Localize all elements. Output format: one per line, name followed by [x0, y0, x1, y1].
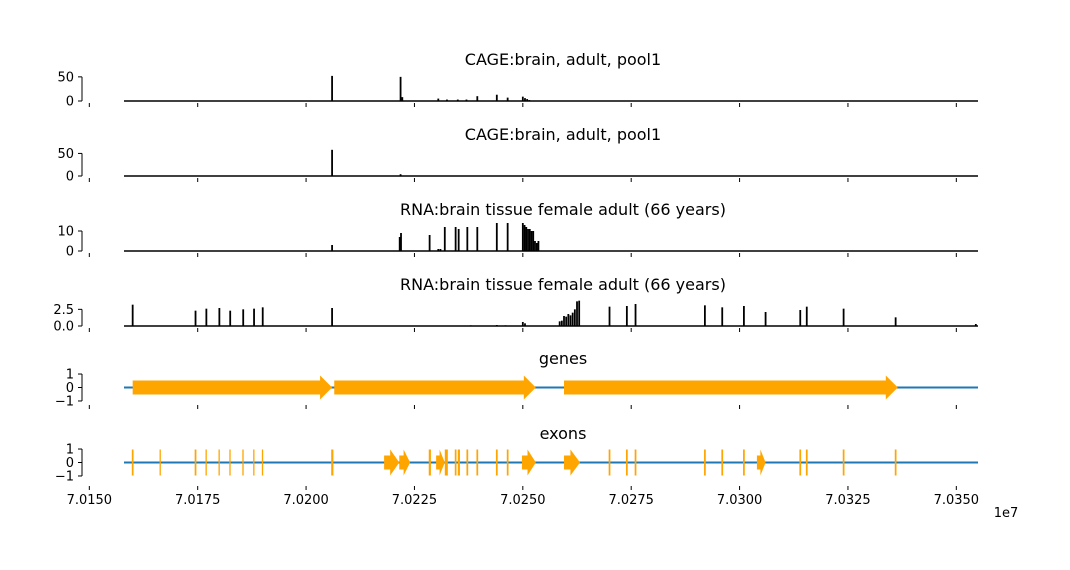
exon-block	[743, 449, 745, 476]
y-tick-label: 0	[66, 456, 74, 471]
y-tick-label: 0	[66, 95, 74, 110]
exon-block	[218, 449, 220, 476]
x-tick-label: 7.0200	[283, 493, 329, 508]
y-tick-label: 2.5	[53, 303, 74, 318]
exon-block	[608, 449, 611, 476]
track-2-bar: CAGE:brain, adult, pool1 0 50	[57, 125, 978, 185]
track-4-bar: RNA:brain tissue female adult (66 years)…	[53, 275, 978, 335]
y-tick-label: 1	[66, 443, 74, 458]
x-tick-label: 7.0150	[67, 493, 113, 508]
exon-block	[476, 449, 479, 476]
y-tick-label: 0.0	[53, 320, 74, 335]
x-tick-label: 7.0175	[175, 493, 221, 508]
track-5-genes: genes −101	[55, 349, 978, 409]
x-tick-label: 7.0300	[717, 493, 763, 508]
exon-block	[253, 449, 255, 476]
exon-block	[625, 449, 628, 476]
exon-block	[444, 449, 448, 476]
y-tick-label: 0	[66, 170, 74, 185]
x-tick-label: 7.0250	[500, 493, 546, 508]
exon-block	[229, 449, 231, 476]
x-tick-label: 7.0325	[825, 493, 871, 508]
track-title: CAGE:brain, adult, pool1	[465, 50, 661, 69]
exon-arrow	[436, 449, 445, 476]
exon-block	[799, 449, 802, 476]
gene-arrow	[132, 375, 333, 400]
exon-arrow	[564, 449, 581, 476]
x-tick-label: 7.0275	[608, 493, 654, 508]
track-6-exons: exons −101 7.0150 7.0175 7.0200 7.0225 7.0250 7…	[55, 424, 979, 508]
y-tick-label: 0	[66, 245, 74, 260]
exon-block	[159, 449, 161, 476]
exon-arrow	[756, 449, 766, 476]
exon-block	[704, 449, 706, 476]
y-tick-label: 10	[57, 225, 74, 240]
exon-block	[457, 449, 460, 476]
track-title: genes	[539, 349, 587, 368]
x-offset-label: 1e7	[994, 506, 1019, 521]
track-title: CAGE:brain, adult, pool1	[465, 125, 661, 144]
y-tick-label: 50	[57, 147, 74, 162]
exon-block	[894, 449, 897, 476]
exon-block	[331, 449, 334, 476]
exon-block	[466, 449, 469, 476]
exon-block	[194, 449, 197, 476]
exon-block	[506, 449, 509, 476]
x-tick-label: 7.0225	[392, 493, 438, 508]
exon-arrow	[399, 449, 411, 476]
exon-block	[842, 449, 845, 476]
track-title: exons	[540, 424, 587, 443]
exon-block	[205, 449, 207, 476]
track-title: RNA:brain tissue female adult (66 years)	[400, 200, 726, 219]
track-1-bar: CAGE:brain, adult, pool1 0 50	[57, 50, 978, 110]
track-title: RNA:brain tissue female adult (66 years)	[400, 275, 726, 294]
exon-block	[634, 449, 637, 476]
exon-block	[261, 449, 264, 476]
y-tick-label: 1	[66, 368, 74, 383]
exon-block	[805, 449, 808, 476]
y-tick-label: 50	[57, 70, 74, 85]
exon-arrow	[384, 449, 400, 476]
y-tick-label: −1	[55, 394, 74, 409]
exon-block	[721, 449, 724, 476]
exon-block	[428, 449, 431, 476]
y-tick-label: 0	[66, 381, 74, 396]
track-3-bar: RNA:brain tissue female adult (66 years)…	[57, 200, 978, 260]
exon-arrow	[521, 449, 536, 476]
gene-arrow	[334, 375, 536, 400]
y-tick-label: −1	[55, 469, 74, 484]
exon-block	[242, 449, 244, 476]
x-tick-label: 7.0350	[934, 493, 980, 508]
gene-arrow	[564, 375, 898, 400]
exon-block	[454, 449, 457, 476]
exon-block	[495, 449, 498, 476]
exon-block	[131, 449, 134, 476]
